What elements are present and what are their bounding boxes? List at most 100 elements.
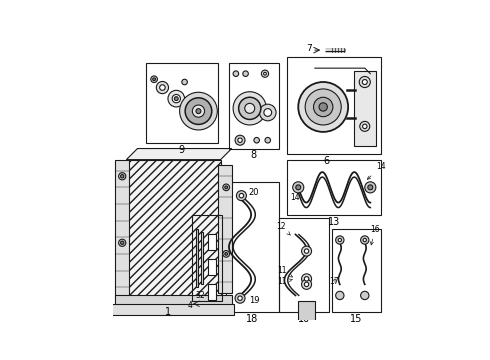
Circle shape (336, 291, 344, 300)
Circle shape (305, 89, 341, 125)
Bar (226, 182, 279, 312)
Text: 10: 10 (297, 314, 310, 324)
Text: 17: 17 (329, 277, 339, 286)
Circle shape (304, 249, 309, 253)
Circle shape (239, 193, 244, 198)
Circle shape (185, 98, 212, 125)
Circle shape (301, 246, 312, 256)
Bar (298, 301, 315, 323)
Circle shape (304, 282, 309, 287)
Bar (287, 57, 381, 154)
Circle shape (264, 72, 267, 75)
Circle shape (363, 124, 367, 129)
Circle shape (238, 138, 242, 143)
Circle shape (237, 191, 246, 201)
Bar (229, 63, 279, 149)
Circle shape (174, 97, 178, 100)
Circle shape (238, 296, 242, 301)
Circle shape (225, 252, 227, 255)
Circle shape (160, 85, 165, 90)
Bar (115, 296, 232, 306)
Circle shape (193, 105, 204, 117)
Circle shape (361, 291, 369, 300)
Circle shape (233, 92, 267, 125)
Circle shape (314, 97, 333, 117)
Text: 6: 6 (323, 156, 329, 166)
Bar (201, 232, 203, 284)
Circle shape (360, 121, 370, 131)
Circle shape (223, 251, 229, 257)
Text: 8: 8 (251, 150, 257, 161)
Text: 3: 3 (195, 291, 200, 300)
Circle shape (153, 78, 155, 81)
Circle shape (265, 138, 270, 143)
Text: 11: 11 (277, 266, 293, 277)
Circle shape (361, 236, 369, 244)
Circle shape (362, 80, 368, 85)
Circle shape (363, 238, 367, 242)
Bar (279, 218, 329, 312)
Text: 5: 5 (213, 291, 218, 300)
Text: 11: 11 (277, 277, 293, 286)
Circle shape (182, 79, 187, 85)
Circle shape (223, 184, 229, 191)
Circle shape (365, 182, 376, 193)
Bar (208, 284, 216, 300)
Circle shape (172, 94, 180, 103)
Text: 9: 9 (179, 145, 185, 155)
Circle shape (239, 97, 261, 120)
Bar (192, 215, 222, 301)
Circle shape (121, 241, 124, 244)
Circle shape (301, 279, 312, 289)
Circle shape (259, 104, 276, 121)
Circle shape (336, 236, 344, 244)
Bar (332, 229, 381, 312)
Circle shape (151, 76, 157, 82)
Circle shape (156, 81, 169, 94)
Circle shape (301, 274, 312, 284)
Circle shape (225, 186, 227, 189)
Circle shape (261, 70, 269, 77)
Bar (287, 159, 381, 215)
Bar (146, 63, 218, 143)
Text: 14: 14 (290, 188, 303, 202)
Circle shape (254, 138, 259, 143)
Bar (208, 234, 216, 250)
Circle shape (243, 71, 248, 76)
Bar (196, 229, 198, 287)
Bar (110, 304, 235, 315)
Circle shape (119, 239, 126, 246)
Circle shape (168, 90, 185, 107)
Circle shape (338, 238, 342, 242)
Text: 2: 2 (200, 291, 204, 300)
Circle shape (264, 109, 271, 116)
Circle shape (119, 173, 126, 180)
Text: 15: 15 (350, 314, 363, 324)
Text: 14: 14 (368, 162, 386, 179)
Circle shape (296, 185, 301, 190)
Bar (115, 159, 129, 298)
Text: 4: 4 (188, 301, 193, 310)
Text: 18: 18 (246, 314, 259, 324)
Text: 12: 12 (276, 222, 291, 235)
Circle shape (359, 76, 370, 87)
Bar (354, 71, 376, 146)
Text: 1: 1 (165, 307, 171, 317)
Text: 7: 7 (306, 44, 312, 53)
Circle shape (298, 82, 348, 132)
Text: 13: 13 (328, 217, 341, 227)
Circle shape (293, 182, 304, 193)
Circle shape (233, 71, 239, 76)
Circle shape (235, 293, 245, 303)
Circle shape (245, 103, 255, 113)
Circle shape (121, 175, 124, 178)
Circle shape (368, 185, 373, 190)
Bar (126, 159, 220, 298)
Text: 20: 20 (248, 188, 259, 197)
Text: 16: 16 (370, 225, 380, 245)
Text: 19: 19 (248, 297, 259, 306)
Circle shape (235, 135, 245, 145)
Circle shape (319, 103, 327, 111)
Circle shape (196, 109, 201, 114)
Bar (218, 165, 232, 293)
